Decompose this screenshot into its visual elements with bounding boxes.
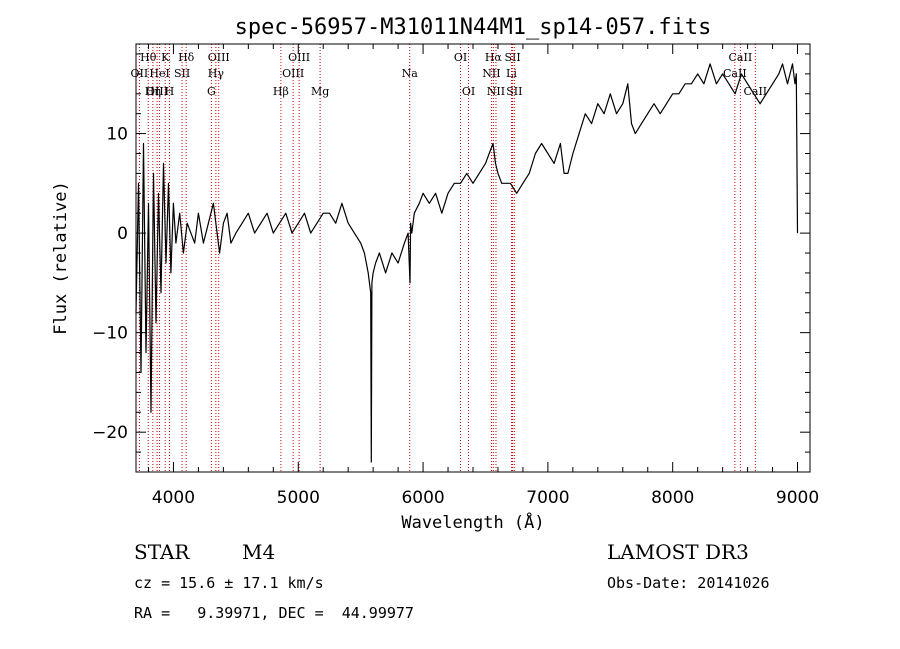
spectral-line-label: Hα bbox=[485, 51, 503, 64]
spectrum-series bbox=[135, 63, 799, 463]
x-axis: 4000 5000 6000 7000 8000 9000 bbox=[147, 44, 819, 508]
y-tick-label: 10 bbox=[106, 125, 128, 145]
spectral-line-label: OIII bbox=[288, 51, 310, 64]
spectral-line-label: OIII bbox=[282, 67, 304, 80]
spectral-line-label: OIII bbox=[208, 51, 230, 64]
y-axis-title: Flux (relative) bbox=[51, 181, 71, 335]
observation-date: Obs-Date: 20141026 bbox=[607, 574, 770, 592]
plot-frame bbox=[135, 43, 811, 473]
x-tick-label: 9000 bbox=[776, 488, 819, 508]
x-axis-title: Wavelength (Å) bbox=[401, 511, 544, 533]
spectral-line-label: Hθ bbox=[140, 51, 157, 64]
spectral-line-label: NII bbox=[482, 67, 500, 80]
x-tick-label: 4000 bbox=[152, 488, 195, 508]
spectral-line-label: CaII bbox=[743, 85, 767, 98]
y-tick-label: 0 bbox=[117, 224, 128, 244]
object-class: STAR bbox=[134, 540, 190, 564]
spectral-line-label: Na bbox=[402, 67, 419, 80]
y-tick-label: −10 bbox=[92, 324, 128, 344]
object-subclass: M4 bbox=[242, 540, 276, 564]
spectral-line-label: Hη bbox=[145, 85, 161, 98]
spectral-line-label: K bbox=[161, 51, 170, 64]
redshift-cz: cz = 15.6 ± 17.1 km/s bbox=[134, 574, 324, 592]
chart-title: spec-56957-M31011N44M1_sp14-057.fits bbox=[235, 15, 712, 40]
spectral-line-label: SII bbox=[174, 67, 190, 80]
spectral-line-label: OI bbox=[454, 51, 467, 64]
x-tick-label: 7000 bbox=[526, 488, 569, 508]
spectral-line-label: Li bbox=[506, 67, 517, 80]
spectral-line-label: Hβ bbox=[273, 85, 289, 98]
spectral-line-label: H bbox=[165, 85, 175, 98]
spectral-line-label: NII bbox=[487, 85, 505, 98]
spectral-line-label: Hδ bbox=[178, 51, 195, 64]
x-tick-label: 5000 bbox=[277, 488, 320, 508]
y-axis: −20 −10 0 10 bbox=[92, 53, 810, 473]
coordinates: RA = 9.39971, DEC = 44.99977 bbox=[134, 604, 414, 622]
spectral-line-label: Hγ bbox=[208, 67, 225, 80]
y-tick-label: −20 bbox=[92, 423, 128, 443]
series-line-flux bbox=[135, 63, 799, 463]
spectral-line-label: SII bbox=[506, 85, 522, 98]
spectral-line-label: Mg bbox=[311, 85, 329, 98]
x-tick-label: 8000 bbox=[651, 488, 694, 508]
survey-name: LAMOST DR3 bbox=[607, 540, 749, 564]
spectral-line-label: SII bbox=[504, 51, 520, 64]
spectral-line-label: G bbox=[207, 85, 216, 98]
spectral-line-label: CaII bbox=[723, 67, 747, 80]
spectral-line-label: HeI bbox=[149, 67, 169, 80]
spectral-line-label: OI bbox=[462, 85, 475, 98]
spectral-line-label: OIII bbox=[146, 85, 168, 98]
spectral-line-label: CaII bbox=[729, 51, 753, 64]
x-tick-label: 6000 bbox=[401, 488, 444, 508]
